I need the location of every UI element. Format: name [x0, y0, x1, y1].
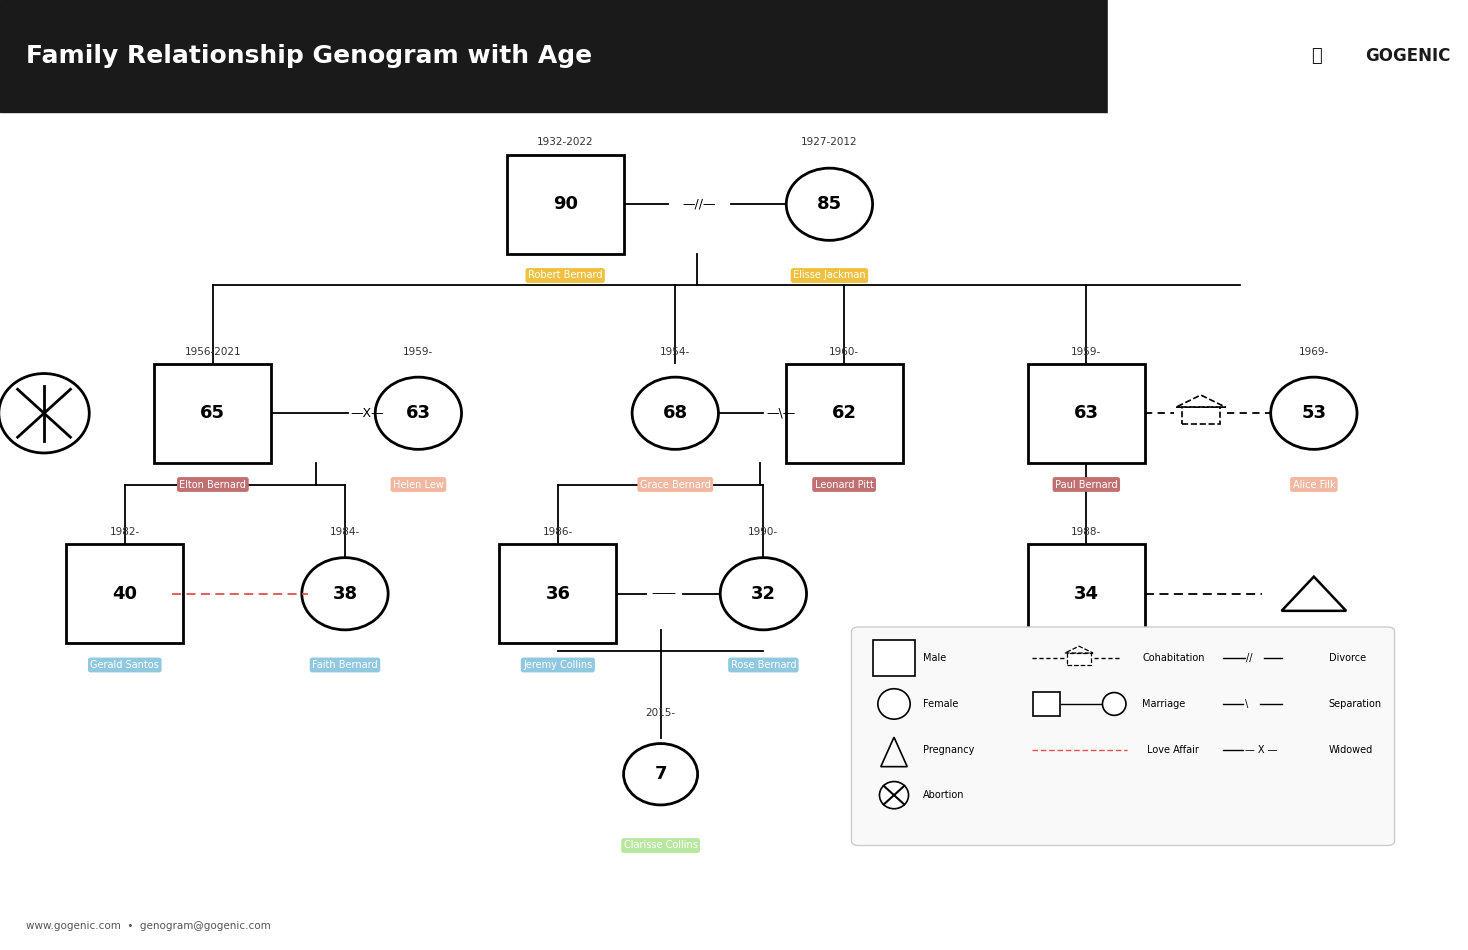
Text: Helen Lew: Helen Lew — [393, 480, 443, 489]
Text: Widowed: Widowed — [1329, 745, 1373, 754]
FancyBboxPatch shape — [1028, 364, 1145, 463]
Ellipse shape — [0, 373, 90, 453]
FancyBboxPatch shape — [851, 627, 1395, 846]
Ellipse shape — [721, 558, 806, 630]
Text: 63: 63 — [1073, 405, 1100, 422]
Text: 65: 65 — [200, 405, 226, 422]
Text: Leonard Pitt: Leonard Pitt — [815, 480, 873, 489]
Text: Elisse Jackman: Elisse Jackman — [793, 271, 866, 280]
Text: Rose Bernard: Rose Bernard — [731, 660, 796, 670]
Text: 36: 36 — [545, 585, 571, 602]
Text: Alice Filk: Alice Filk — [1292, 480, 1336, 489]
Text: 1960-: 1960- — [829, 347, 859, 356]
Text: 68: 68 — [662, 405, 688, 422]
Text: Gerald Santos: Gerald Santos — [91, 660, 159, 670]
FancyBboxPatch shape — [785, 364, 903, 463]
Text: Chris Bernard: Chris Bernard — [1053, 660, 1120, 670]
Text: 1986-: 1986- — [543, 527, 573, 537]
Text: Cohabitation: Cohabitation — [1142, 654, 1205, 663]
Text: 2015-: 2015- — [646, 708, 675, 717]
FancyBboxPatch shape — [66, 544, 184, 643]
Text: Grace Bernard: Grace Bernard — [640, 480, 711, 489]
Text: 1959-: 1959- — [404, 347, 433, 356]
FancyBboxPatch shape — [506, 155, 624, 254]
Text: Faith Bernard: Faith Bernard — [313, 660, 377, 670]
Ellipse shape — [1102, 693, 1126, 715]
Ellipse shape — [879, 782, 909, 808]
Text: Clarisse Collins: Clarisse Collins — [624, 841, 697, 850]
Ellipse shape — [1271, 377, 1356, 449]
Text: 34: 34 — [1073, 585, 1100, 602]
FancyBboxPatch shape — [1033, 692, 1060, 716]
Text: Elton Bernard: Elton Bernard — [179, 480, 247, 489]
Text: Love Affair: Love Affair — [1147, 745, 1198, 754]
Text: //: // — [1246, 654, 1252, 663]
Text: GOGENIC: GOGENIC — [1365, 48, 1450, 65]
Text: 1954-: 1954- — [661, 347, 690, 356]
FancyBboxPatch shape — [1028, 544, 1145, 643]
Text: 62: 62 — [831, 405, 857, 422]
Bar — [1182, 408, 1220, 424]
Text: 1984-: 1984- — [330, 527, 360, 537]
Bar — [1108, 0, 1468, 120]
Text: 7: 7 — [655, 766, 666, 783]
Text: \: \ — [1245, 699, 1248, 709]
Bar — [1067, 653, 1091, 665]
FancyBboxPatch shape — [499, 544, 617, 643]
Text: Pregnancy: Pregnancy — [923, 745, 975, 754]
Text: 53: 53 — [1301, 405, 1327, 422]
Text: 1927-2012: 1927-2012 — [802, 138, 857, 147]
Text: Robert Bernard: Robert Bernard — [528, 271, 602, 280]
Ellipse shape — [787, 168, 872, 240]
Text: ⧖: ⧖ — [1311, 48, 1323, 65]
Text: 1932-2022: 1932-2022 — [537, 138, 593, 147]
Text: 1982-: 1982- — [110, 527, 139, 537]
Text: Male: Male — [923, 654, 947, 663]
Text: — X —: — X — — [1245, 745, 1277, 754]
FancyBboxPatch shape — [154, 364, 272, 463]
Ellipse shape — [302, 558, 388, 630]
Text: 90: 90 — [552, 196, 578, 213]
Text: Marriage: Marriage — [1142, 699, 1185, 709]
Text: Female: Female — [923, 699, 959, 709]
FancyBboxPatch shape — [873, 640, 915, 676]
Text: 85: 85 — [816, 196, 843, 213]
Text: Abortion: Abortion — [923, 790, 964, 800]
Text: 1990-: 1990- — [749, 527, 778, 537]
Text: Paul Bernard: Paul Bernard — [1055, 480, 1117, 489]
Text: www.gogenic.com  •  genogram@gogenic.com: www.gogenic.com • genogram@gogenic.com — [26, 922, 272, 931]
Text: Jeremy Collins: Jeremy Collins — [523, 660, 593, 670]
Text: 1969-: 1969- — [1299, 347, 1329, 356]
Text: 1959-: 1959- — [1072, 347, 1101, 356]
Text: Family Relationship Genogram with Age: Family Relationship Genogram with Age — [26, 44, 593, 68]
Ellipse shape — [624, 744, 697, 805]
Text: 38: 38 — [332, 585, 358, 602]
Text: ——: —— — [650, 587, 677, 600]
Ellipse shape — [878, 689, 910, 719]
Bar — [0, 0, 1108, 112]
Text: 1988-: 1988- — [1072, 527, 1101, 537]
Text: 63: 63 — [405, 405, 432, 422]
Text: —\—: —\— — [766, 407, 796, 420]
Text: Separation: Separation — [1329, 699, 1381, 709]
Text: 40: 40 — [112, 585, 138, 602]
Text: 1956-2021: 1956-2021 — [185, 347, 241, 356]
Text: —//—: —//— — [683, 198, 715, 211]
Text: 32: 32 — [750, 585, 777, 602]
Text: —X—: —X— — [351, 407, 383, 420]
Text: Divorce: Divorce — [1329, 654, 1365, 663]
Ellipse shape — [633, 377, 718, 449]
Ellipse shape — [376, 377, 461, 449]
